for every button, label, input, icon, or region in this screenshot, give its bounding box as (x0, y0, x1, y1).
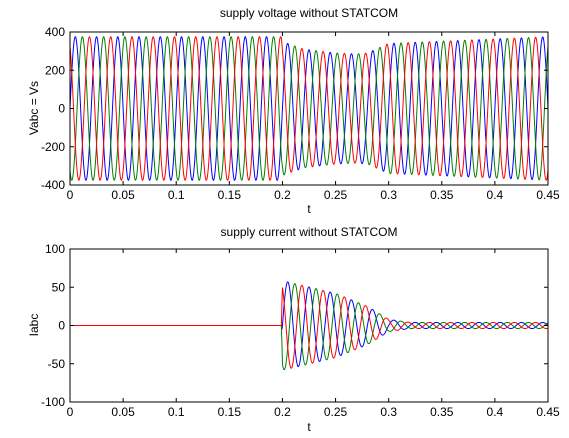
current-x-tick-label: 0.05 (111, 405, 135, 419)
voltage-chart: 0 0.05 0.1 0.15 0.2 0.25 0.3 0.35 0.4 0.45 -400 -20… (27, 6, 560, 216)
voltage-series-line-2 (69, 36, 549, 181)
voltage-x-tick-label: 0.15 (218, 188, 242, 202)
voltage-y-tick-label: -200 (41, 140, 65, 154)
voltage-plot-area (69, 31, 549, 186)
current-x-tick-label: 0.15 (218, 405, 242, 419)
current-x-tick-label: 0.1 (168, 405, 185, 419)
voltage-y-tick-label: 0 (58, 102, 65, 116)
voltage-x-tick-label: 0.1 (168, 188, 185, 202)
current-y-axis-label: Iabc (27, 314, 41, 337)
current-x-tick-label: 0.25 (324, 405, 348, 419)
current-chart-title: supply current without STATCOM (221, 225, 398, 239)
voltage-x-tick-label: 0.05 (111, 188, 135, 202)
current-y-tick-label: 100 (45, 242, 65, 256)
current-chart: 0 0.05 0.1 0.15 0.2 0.25 0.3 0.35 0.4 0.45 -100 -50… (27, 225, 560, 434)
voltage-y-tick-label: 400 (45, 25, 65, 39)
voltage-x-tick-label: 0.4 (487, 188, 504, 202)
voltage-y-tick-label: -400 (41, 178, 65, 192)
current-x-tick-label: 0.2 (274, 405, 291, 419)
voltage-axes-frame (69, 31, 549, 186)
current-x-tick-label: 0 (67, 405, 74, 419)
voltage-ticks-layer: 0 0.05 0.1 0.15 0.2 0.25 0.3 0.35 0.4 0.45 -400 -20… (41, 25, 560, 202)
voltage-x-tick-label: 0 (67, 188, 74, 202)
voltage-x-tick-label: 0.2 (274, 188, 291, 202)
voltage-chart-title: supply voltage without STATCOM (220, 6, 398, 20)
current-y-tick-label: -100 (41, 395, 65, 409)
current-x-axis-label: t (307, 420, 311, 434)
current-x-tick-label: 0.45 (536, 405, 560, 419)
current-x-tick-label: 0.4 (487, 405, 504, 419)
voltage-x-tick-label: 0.35 (430, 188, 454, 202)
current-ticks-layer: 0 0.05 0.1 0.15 0.2 0.25 0.3 0.35 0.4 0.45 -100 -50… (41, 242, 560, 419)
voltage-x-tick-label: 0.25 (324, 188, 348, 202)
current-y-tick-label: 0 (58, 319, 65, 333)
voltage-series-line-0 (69, 36, 549, 181)
current-x-tick-label: 0.3 (380, 405, 397, 419)
voltage-series-layer (69, 36, 549, 181)
voltage-x-tick-label: 0.3 (380, 188, 397, 202)
current-series-layer (70, 281, 549, 371)
voltage-x-axis-label: t (307, 202, 311, 216)
current-y-tick-label: 50 (52, 280, 66, 294)
voltage-y-axis-label: Vabc = Vs (27, 81, 41, 135)
current-x-tick-label: 0.35 (430, 405, 454, 419)
current-series-line-2 (70, 284, 549, 369)
current-axes-frame (69, 248, 549, 403)
current-y-tick-label: -50 (48, 357, 66, 371)
voltage-x-tick-label: 0.45 (536, 188, 560, 202)
voltage-y-tick-label: 200 (45, 63, 65, 77)
